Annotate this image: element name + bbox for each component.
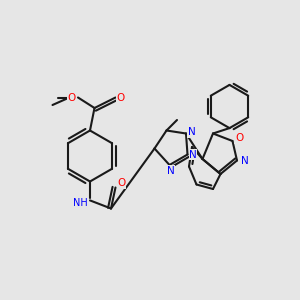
Text: O: O [117,92,125,103]
Text: N: N [189,149,197,160]
Text: N: N [188,127,195,137]
Text: O: O [235,133,243,143]
Text: N: N [241,155,248,166]
Text: NH: NH [73,197,88,208]
Text: O: O [67,92,76,103]
Text: O: O [117,178,126,188]
Text: N: N [167,166,175,176]
